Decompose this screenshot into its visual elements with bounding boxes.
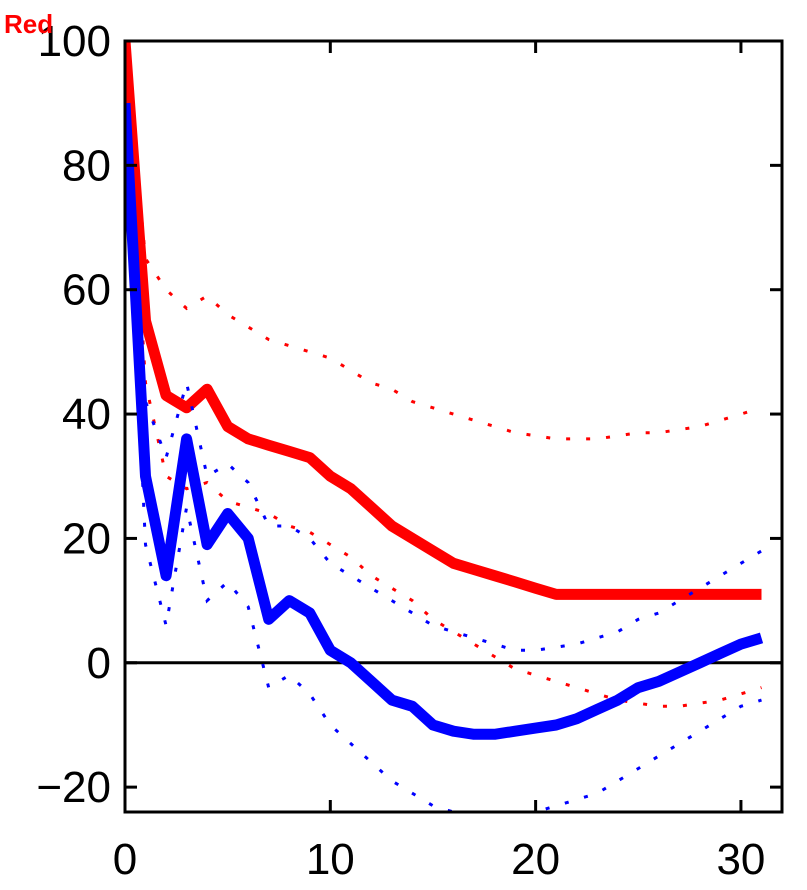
series-red (125, 41, 762, 708)
plot-area (125, 41, 782, 812)
x-tick-label: 10 (306, 835, 355, 884)
axes-frame (123, 39, 784, 814)
x-tick-label: 30 (716, 835, 765, 884)
x-tick-label: 0 (113, 835, 137, 884)
y-tick-label: 100 (38, 17, 111, 66)
series-group (125, 41, 782, 812)
series-series-2 (125, 102, 764, 812)
legend: Red (4, 9, 53, 39)
y-tick-label: 40 (62, 390, 111, 439)
y-tick-label: −20 (36, 763, 111, 812)
line-series-2 (125, 102, 764, 740)
line-red (125, 41, 762, 600)
upper-band-red (125, 41, 762, 441)
y-tick-label: 60 (62, 266, 111, 315)
lower-band-red (125, 41, 762, 708)
y-tick-label: 20 (62, 514, 111, 563)
y-tick-label: 0 (87, 639, 111, 688)
x-tick-label: 20 (511, 835, 560, 884)
lower-band-series-2 (125, 103, 762, 812)
upper-band-series-2 (125, 103, 763, 652)
legend-label-red: Red (4, 9, 53, 39)
y-tick-label: 80 (62, 141, 111, 190)
